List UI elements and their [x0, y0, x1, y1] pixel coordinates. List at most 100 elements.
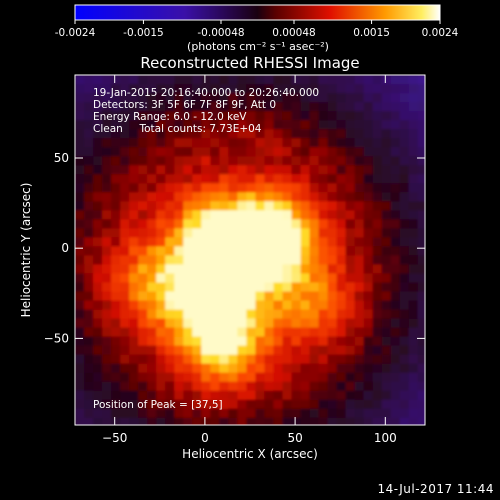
heatmap-cell	[201, 318, 211, 329]
heatmap-cell	[84, 237, 94, 247]
heatmap-cell	[309, 102, 320, 112]
heatmap-cell	[408, 246, 419, 257]
heatmap-cell	[183, 111, 193, 121]
heatmap-cell	[102, 345, 112, 356]
heatmap-cell	[309, 399, 320, 410]
heatmap-cell	[327, 102, 338, 112]
heatmap-cell	[363, 228, 374, 238]
colorbar-tick-label: -0.0015	[123, 27, 164, 39]
heatmap-cell	[408, 156, 419, 166]
heatmap-cell	[381, 138, 392, 148]
heatmap-cell	[300, 345, 311, 356]
heatmap-cell	[237, 102, 247, 112]
heatmap-cell	[84, 381, 94, 392]
heatmap-cell	[183, 75, 193, 85]
heatmap-cell	[363, 147, 374, 157]
heatmap-cell	[408, 399, 419, 410]
heatmap-cell	[93, 363, 103, 374]
heatmap-cell	[417, 75, 425, 85]
heatmap-cell	[237, 408, 247, 419]
heatmap-cell	[165, 372, 175, 383]
heatmap-cell	[318, 147, 329, 157]
heatmap-cell	[165, 300, 175, 311]
heatmap-cell	[228, 246, 238, 257]
heatmap-cell	[165, 246, 175, 257]
heatmap-cell	[165, 336, 175, 347]
heatmap-cell	[264, 291, 275, 302]
heatmap-cell	[327, 273, 338, 284]
heatmap-cell	[192, 264, 202, 275]
heatmap-cell	[84, 219, 94, 229]
heatmap-cell	[237, 138, 247, 148]
heatmap-cell	[255, 93, 266, 103]
heatmap-cell	[228, 129, 238, 139]
heatmap-cell	[147, 111, 157, 121]
heatmap-cell	[345, 372, 356, 383]
heatmap-cell	[192, 408, 202, 419]
heatmap-cell	[390, 282, 401, 293]
heatmap-cell	[390, 237, 401, 247]
heatmap-cell	[174, 111, 184, 121]
heatmap-cell	[174, 93, 184, 103]
heatmap-cell	[264, 381, 275, 392]
heatmap-cell	[417, 381, 425, 392]
heatmap-cell	[75, 417, 85, 425]
heatmap-cell	[300, 192, 311, 202]
heatmap-cell	[183, 219, 193, 229]
heatmap-cell	[372, 264, 383, 275]
heatmap-cell	[327, 381, 338, 392]
heatmap-cell	[372, 381, 383, 392]
heatmap-cell	[165, 156, 175, 166]
heatmap-cell	[255, 174, 266, 184]
heatmap-cell	[174, 219, 184, 229]
heatmap-cell	[237, 363, 247, 374]
heatmap-cell	[417, 354, 425, 365]
heatmap-cell	[210, 111, 220, 121]
heatmap-cell	[273, 282, 284, 293]
heatmap-cell	[129, 102, 139, 112]
heatmap-cell	[408, 372, 419, 383]
heatmap-cell	[129, 363, 139, 374]
heatmap-cell	[363, 237, 374, 247]
colorbar-tick-label: 0.0015	[353, 27, 390, 39]
heatmap-cell	[390, 93, 401, 103]
heatmap-cell	[138, 102, 148, 112]
heatmap-cell	[309, 210, 320, 220]
heatmap-cell	[219, 210, 229, 220]
heatmap-cell	[354, 273, 365, 284]
heatmap-cell	[237, 282, 247, 293]
heatmap-cell	[327, 309, 338, 320]
heatmap-cell	[381, 84, 392, 94]
heatmap-cell	[84, 111, 94, 121]
heatmap-cell	[381, 75, 392, 85]
heatmap-cell	[210, 417, 220, 425]
heatmap-cell	[75, 102, 85, 112]
heatmap-cell	[93, 201, 103, 211]
heatmap-cell	[84, 282, 94, 293]
heatmap-cell	[408, 282, 419, 293]
heatmap-cell	[192, 192, 202, 202]
heatmap-cell	[246, 417, 257, 425]
heatmap-cell	[390, 318, 401, 329]
heatmap-cell	[156, 165, 166, 175]
heatmap-cell	[399, 318, 410, 329]
heatmap-cell	[372, 309, 383, 320]
heatmap-cell	[183, 408, 193, 419]
heatmap-cell	[102, 309, 112, 320]
heatmap-cell	[192, 354, 202, 365]
heatmap-cell	[399, 138, 410, 148]
heatmap-cell	[219, 246, 229, 257]
heatmap-cell	[165, 327, 175, 338]
heatmap-cell	[201, 102, 211, 112]
heatmap-cell	[399, 309, 410, 320]
heatmap-cell	[84, 327, 94, 338]
heatmap-cell	[174, 345, 184, 356]
heatmap-cell	[300, 138, 311, 148]
heatmap-cell	[165, 102, 175, 112]
heatmap-cell	[390, 408, 401, 419]
heatmap-cell	[309, 372, 320, 383]
heatmap-cell	[138, 327, 148, 338]
heatmap-cell	[246, 408, 257, 419]
heatmap-cell	[174, 264, 184, 275]
